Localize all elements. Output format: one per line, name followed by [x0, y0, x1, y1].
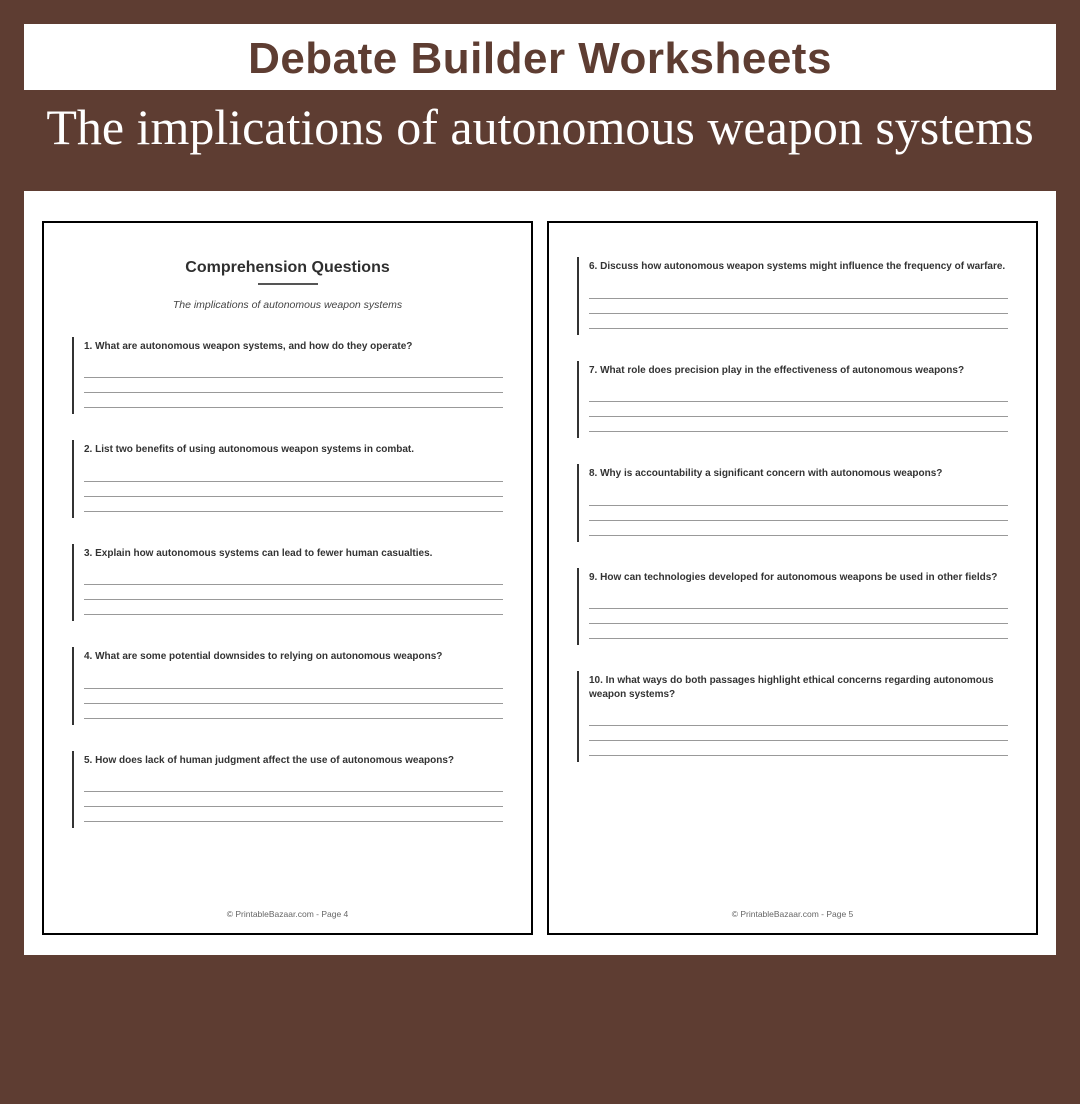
question-block: 8. Why is accountability a significant c… — [577, 464, 1008, 542]
answer-line — [84, 499, 503, 512]
question-text: 7. What role does precision play in the … — [589, 364, 1008, 378]
answer-line — [84, 587, 503, 600]
answer-line — [84, 779, 503, 792]
answer-line — [589, 728, 1008, 741]
answer-line — [84, 380, 503, 393]
question-block: 6. Discuss how autonomous weapon systems… — [577, 257, 1008, 335]
answer-line — [84, 602, 503, 615]
answer-line — [589, 419, 1008, 432]
answer-line — [84, 691, 503, 704]
question-block: 5. How does lack of human judgment affec… — [72, 751, 503, 829]
question-text: 3. Explain how autonomous systems can le… — [84, 547, 503, 561]
answer-line — [84, 809, 503, 822]
page-heading: Comprehension Questions — [72, 259, 503, 277]
answer-line — [589, 493, 1008, 506]
question-text: 6. Discuss how autonomous weapon systems… — [589, 260, 1008, 274]
worksheet-page-2: 6. Discuss how autonomous weapon systems… — [547, 221, 1038, 935]
answer-line — [589, 626, 1008, 639]
answer-line — [84, 676, 503, 689]
answer-line — [589, 508, 1008, 521]
answer-line — [84, 469, 503, 482]
answer-line — [589, 404, 1008, 417]
question-block: 2. List two benefits of using autonomous… — [72, 440, 503, 518]
header-subtitle: The implications of autonomous weapon sy… — [0, 94, 1080, 173]
page-footer: © PrintableBazaar.com - Page 4 — [44, 909, 531, 919]
answer-line — [84, 794, 503, 807]
header-strip: Debate Builder Worksheets — [24, 24, 1056, 90]
answer-line — [84, 365, 503, 378]
heading-underline — [258, 283, 318, 285]
answer-line — [84, 395, 503, 408]
answer-line — [589, 713, 1008, 726]
pages-container: Comprehension Questions The implications… — [24, 191, 1056, 955]
question-text: 8. Why is accountability a significant c… — [589, 467, 1008, 481]
question-block: 3. Explain how autonomous systems can le… — [72, 544, 503, 622]
question-text: 4. What are some potential downsides to … — [84, 650, 503, 664]
answer-line — [589, 286, 1008, 299]
answer-line — [589, 743, 1008, 756]
answer-line — [589, 523, 1008, 536]
question-text: 9. How can technologies developed for au… — [589, 571, 1008, 585]
question-block: 9. How can technologies developed for au… — [577, 568, 1008, 646]
question-block: 7. What role does precision play in the … — [577, 361, 1008, 439]
answer-line — [589, 611, 1008, 624]
question-text: 1. What are autonomous weapon systems, a… — [84, 340, 503, 354]
question-text: 5. How does lack of human judgment affec… — [84, 754, 503, 768]
page-subtitle: The implications of autonomous weapon sy… — [72, 299, 503, 311]
header-title: Debate Builder Worksheets — [24, 34, 1056, 84]
page-footer: © PrintableBazaar.com - Page 5 — [549, 909, 1036, 919]
question-block: 4. What are some potential downsides to … — [72, 647, 503, 725]
question-block: 10. In what ways do both passages highli… — [577, 671, 1008, 762]
worksheet-page-1: Comprehension Questions The implications… — [42, 221, 533, 935]
question-block: 1. What are autonomous weapon systems, a… — [72, 337, 503, 415]
answer-line — [589, 596, 1008, 609]
question-text: 10. In what ways do both passages highli… — [589, 674, 1008, 701]
answer-line — [84, 484, 503, 497]
answer-line — [589, 301, 1008, 314]
answer-line — [84, 706, 503, 719]
answer-line — [589, 316, 1008, 329]
question-text: 2. List two benefits of using autonomous… — [84, 443, 503, 457]
answer-line — [589, 389, 1008, 402]
answer-line — [84, 572, 503, 585]
